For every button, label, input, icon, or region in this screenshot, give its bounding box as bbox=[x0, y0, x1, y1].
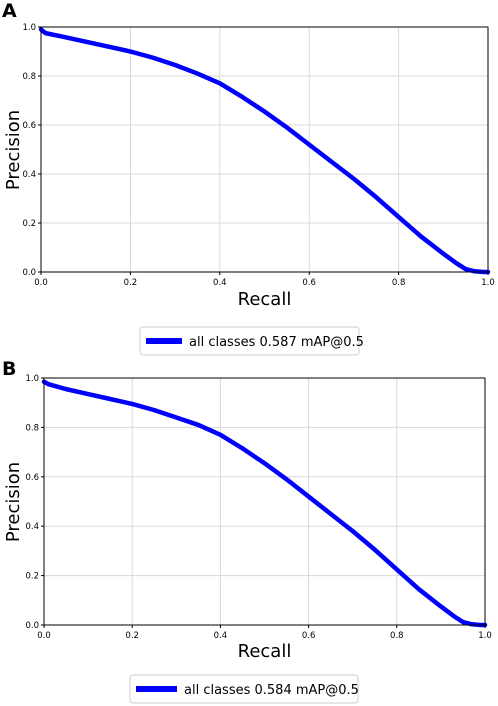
panel-a-y-tick-label-2: 0.4 bbox=[22, 170, 36, 180]
panel-a-plot: 0.0 0.2 0.4 0.6 0.8 1.0 0.0 0.2 0.4 0.6 0.8 1.0 Reca… bbox=[3, 23, 495, 310]
panel-a-legend: all classes 0.587 mAP@0.5 bbox=[139, 326, 364, 356]
panel-b-y-tick-label-4: 0.8 bbox=[25, 423, 39, 433]
panel-b-x-axis-title: Recall bbox=[238, 641, 292, 662]
panel-b-legend-box bbox=[129, 674, 359, 704]
panel-b-y-tick-label-2: 0.4 bbox=[25, 522, 39, 532]
panel-a: A 0.0 0.2 0.4 0.6 0.8 1.0 0.0 0.2 0.4 0.6 0.8 1.0 Re… bbox=[2, 0, 495, 356]
panel-a-x-tick-label-5: 1.0 bbox=[481, 278, 495, 288]
panel-a-y-tick-label-4: 0.8 bbox=[22, 72, 36, 82]
panel-b-x-tick-label-1: 0.2 bbox=[125, 631, 139, 641]
panel-b-plot: 0.0 0.2 0.4 0.6 0.8 1.0 0.0 0.2 0.4 0.6 0.8 1.0 Reca… bbox=[3, 374, 492, 662]
panel-b-x-tick-label-4: 0.8 bbox=[390, 631, 404, 641]
panel-b: B 0.0 0.2 0.4 0.6 0.8 1.0 0.0 0.2 0.4 0.6 0.8 1.0 Re… bbox=[2, 358, 492, 704]
panel-b-y-tick-label-5: 1.0 bbox=[25, 374, 39, 384]
panel-a-legend-box bbox=[139, 326, 360, 356]
panel-a-x-axis-title: Recall bbox=[238, 289, 292, 310]
panel-b-label: B bbox=[2, 358, 16, 380]
panel-b-plot-frame bbox=[43, 377, 486, 626]
panel-b-legend-label: all classes 0.584 mAP@0.5 bbox=[184, 683, 359, 698]
panel-a-plot-frame bbox=[40, 26, 489, 273]
panel-b-y-tick-label-3: 0.6 bbox=[25, 473, 39, 483]
panel-a-x-tick-label-4: 0.8 bbox=[392, 278, 406, 288]
panel-a-y-tick-label-0: 0.0 bbox=[22, 268, 36, 278]
panel-a-x-tick-label-1: 0.2 bbox=[124, 278, 138, 288]
panel-a-label: A bbox=[2, 0, 17, 22]
panel-b-y-tick-label-0: 0.0 bbox=[25, 621, 39, 631]
panel-a-y-tick-label-1: 0.2 bbox=[22, 219, 36, 229]
panel-a-y-axis-title: Precision bbox=[3, 110, 24, 190]
panel-b-pr-curve bbox=[41, 379, 488, 628]
panel-b-x-tick-label-5: 1.0 bbox=[478, 631, 492, 641]
panel-a-pr-curve bbox=[38, 27, 491, 275]
panel-b-y-tick-label-1: 0.2 bbox=[25, 572, 39, 582]
panel-b-x-tick-label-0: 0.0 bbox=[37, 631, 51, 641]
panel-a-y-tick-label-5: 1.0 bbox=[22, 23, 36, 33]
panel-b-x-tick-label-3: 0.6 bbox=[302, 631, 316, 641]
panel-a-x-tick-label-2: 0.4 bbox=[213, 278, 227, 288]
panel-b-y-axis-title: Precision bbox=[3, 462, 24, 542]
panel-a-x-tick-label-0: 0.0 bbox=[34, 278, 48, 288]
panel-b-x-tick-label-2: 0.4 bbox=[214, 631, 228, 641]
panel-a-x-tick-label-3: 0.6 bbox=[302, 278, 316, 288]
panel-a-legend-label: all classes 0.587 mAP@0.5 bbox=[189, 335, 364, 350]
panel-b-legend: all classes 0.584 mAP@0.5 bbox=[129, 674, 359, 704]
panel-a-y-tick-label-3: 0.6 bbox=[22, 121, 36, 131]
